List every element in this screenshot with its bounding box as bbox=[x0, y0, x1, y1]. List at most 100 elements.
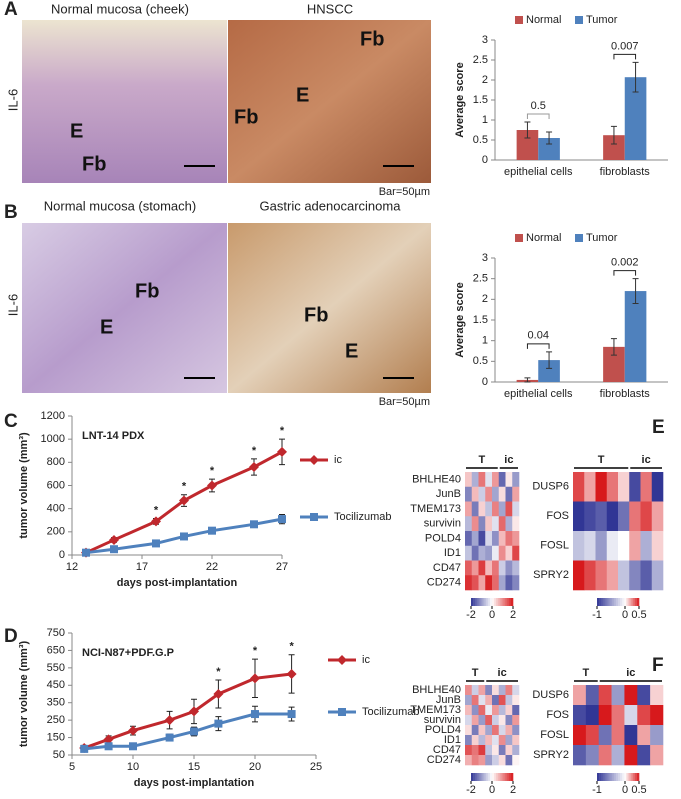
x-tick-label: 22 bbox=[206, 561, 218, 573]
image-caption: Normal mucosa (stomach) bbox=[44, 198, 196, 213]
heatmap-cell bbox=[585, 705, 600, 726]
image-label: Fb bbox=[234, 106, 258, 128]
marker bbox=[104, 742, 113, 751]
colorbar-segment bbox=[473, 773, 476, 781]
heatmap-cell bbox=[611, 705, 625, 726]
x-tick-label: 5 bbox=[69, 761, 75, 773]
heatmap-cell bbox=[629, 560, 641, 591]
row-label: survivin bbox=[424, 714, 461, 726]
heatmap-cell bbox=[595, 501, 608, 532]
colorbar-segment bbox=[613, 773, 617, 781]
panel-label: A bbox=[4, 0, 18, 20]
heatmap-cell bbox=[505, 715, 513, 726]
scale-note: Bar=50µm bbox=[379, 186, 430, 198]
legend-marker bbox=[338, 708, 346, 716]
heatmap-cell bbox=[485, 735, 493, 746]
heatmap-cell bbox=[465, 705, 473, 716]
heatmap-cell bbox=[478, 695, 486, 706]
heatmap-cell bbox=[485, 745, 493, 756]
y-tick-label: 750 bbox=[47, 627, 65, 639]
colorbar-segment bbox=[599, 773, 602, 781]
heatmap-cell bbox=[512, 516, 520, 532]
heatmap-cell bbox=[512, 575, 520, 591]
legend-label: Normal bbox=[526, 14, 561, 26]
colorbar-segment bbox=[609, 598, 612, 606]
significance: * bbox=[280, 425, 285, 437]
colorbar-segment bbox=[485, 773, 489, 781]
heatmap-cell bbox=[637, 725, 651, 746]
colorbar-segment bbox=[626, 773, 629, 781]
heatmap-cell bbox=[618, 531, 630, 561]
heatmap-cell bbox=[498, 531, 506, 547]
colorbar-label: 0 bbox=[622, 784, 628, 794]
bar bbox=[603, 135, 625, 160]
marker bbox=[278, 515, 286, 524]
heatmap-cell bbox=[618, 560, 630, 591]
significance-bracket bbox=[526, 343, 550, 349]
heatmap-cell bbox=[498, 725, 506, 736]
colorbar-segment bbox=[607, 773, 610, 781]
colorbar-segment bbox=[599, 598, 602, 606]
series-line bbox=[84, 712, 292, 751]
colorbar-segment bbox=[636, 773, 640, 781]
marker bbox=[110, 545, 118, 554]
y-axis-title: Average score bbox=[454, 282, 466, 357]
significance: * bbox=[216, 666, 221, 678]
heatmap-cell bbox=[595, 531, 608, 561]
colorbar-segment bbox=[504, 773, 507, 781]
heatmap-cell bbox=[465, 695, 473, 706]
legend-label: Tumor bbox=[586, 14, 618, 26]
heatmap-cell bbox=[512, 501, 520, 517]
heatmap-cell bbox=[471, 486, 479, 502]
error-bar bbox=[546, 351, 553, 369]
image-label: E bbox=[70, 120, 83, 142]
colorbar-segment bbox=[489, 598, 493, 606]
heatmap-cell bbox=[498, 735, 506, 746]
heatmap-cell bbox=[465, 755, 473, 766]
y-tick-label: 350 bbox=[47, 697, 65, 709]
heatmap-cell bbox=[492, 575, 500, 591]
x-tick-label: 27 bbox=[276, 561, 288, 573]
bar bbox=[624, 77, 647, 160]
row-label: JunB bbox=[436, 694, 461, 706]
heatmap-cell bbox=[505, 685, 513, 696]
heatmap-cell bbox=[595, 472, 608, 502]
heatmap-cell bbox=[478, 472, 486, 488]
colorbar-segment bbox=[483, 773, 486, 781]
group-label: T bbox=[479, 454, 486, 466]
heatmap-cell bbox=[498, 501, 506, 517]
histology-image bbox=[22, 223, 227, 393]
colorbar-label: -2 bbox=[466, 784, 476, 794]
heatmap-cell bbox=[465, 501, 473, 517]
heatmap-cell bbox=[471, 725, 479, 736]
colorbar-segment bbox=[510, 773, 514, 781]
heatmap-cell bbox=[512, 531, 520, 547]
y-tick-label: 650 bbox=[47, 644, 65, 656]
heatmap-cell bbox=[485, 501, 493, 517]
histology-image bbox=[228, 20, 431, 183]
y-tick-label: 600 bbox=[47, 479, 65, 491]
y-axis-title: tumor volume (mm³) bbox=[18, 640, 30, 747]
heatmap-cell bbox=[478, 745, 486, 756]
heatmap-cell bbox=[478, 560, 486, 576]
heatmap-cell bbox=[492, 735, 500, 746]
heatmap-cell bbox=[471, 685, 479, 696]
heatmap-cell bbox=[485, 755, 493, 766]
heatmap-cell bbox=[485, 486, 493, 502]
heatmap-cell bbox=[485, 705, 493, 716]
heatmap-cell bbox=[598, 745, 612, 766]
heatmap-cell bbox=[505, 560, 513, 576]
image-caption: Normal mucosa (cheek) bbox=[51, 1, 189, 16]
x-tick-label: 10 bbox=[127, 761, 139, 773]
heatmap-cell bbox=[573, 560, 585, 591]
chart-title: NCI-N87+PDF.G.P bbox=[82, 647, 174, 659]
heatmap-cell bbox=[465, 516, 473, 532]
heatmap-cell bbox=[512, 755, 520, 766]
heatmap-cell bbox=[505, 695, 513, 706]
heatmap-cell bbox=[471, 560, 479, 576]
heatmap-cell bbox=[498, 755, 506, 766]
marker bbox=[165, 733, 174, 742]
colorbar-segment bbox=[622, 598, 625, 606]
image-label: Fb bbox=[304, 304, 328, 326]
colorbar-segment bbox=[504, 598, 507, 606]
